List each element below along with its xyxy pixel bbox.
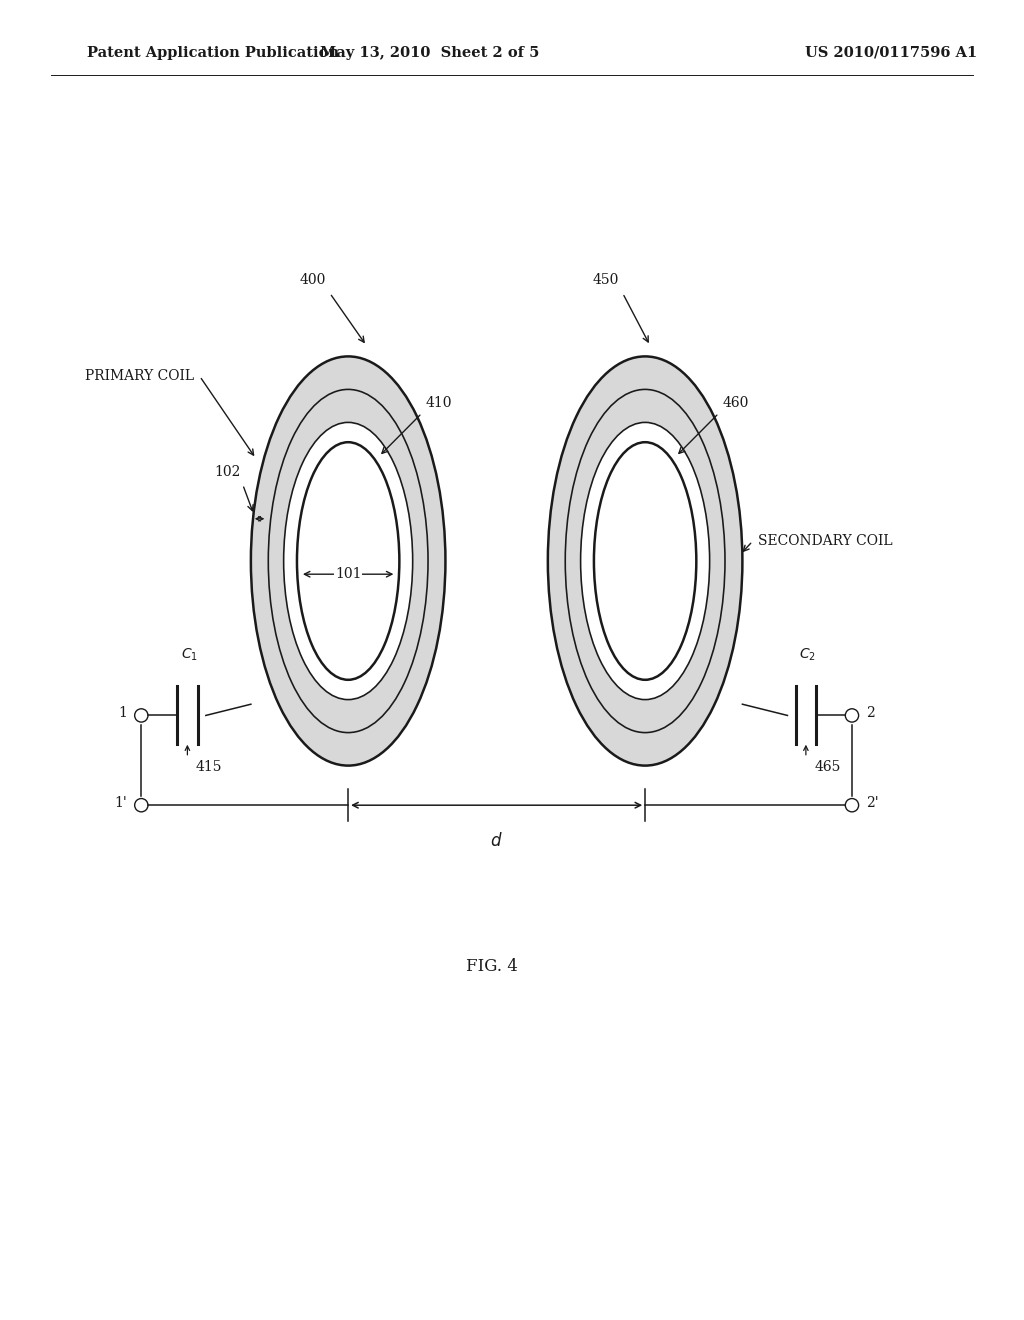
Text: 2: 2 <box>866 706 876 719</box>
Text: PRIMARY COIL: PRIMARY COIL <box>85 370 195 383</box>
Text: 415: 415 <box>196 760 222 775</box>
Text: 1': 1' <box>115 796 127 809</box>
Text: May 13, 2010  Sheet 2 of 5: May 13, 2010 Sheet 2 of 5 <box>321 46 540 59</box>
Text: 102: 102 <box>214 465 241 479</box>
Text: 410: 410 <box>426 396 453 409</box>
Text: Patent Application Publication: Patent Application Publication <box>87 46 339 59</box>
Text: 2': 2' <box>866 796 879 809</box>
Text: 101: 101 <box>335 568 361 581</box>
Text: 400: 400 <box>299 273 326 286</box>
Text: 465: 465 <box>814 760 841 775</box>
Text: $C_1$: $C_1$ <box>181 647 198 663</box>
Ellipse shape <box>548 356 742 766</box>
Ellipse shape <box>251 356 445 766</box>
Ellipse shape <box>581 422 710 700</box>
Text: 460: 460 <box>723 396 750 409</box>
Text: FIG. 4: FIG. 4 <box>466 958 517 974</box>
Ellipse shape <box>594 442 696 680</box>
Text: $C_2$: $C_2$ <box>800 647 816 663</box>
Ellipse shape <box>284 422 413 700</box>
Text: US 2010/0117596 A1: US 2010/0117596 A1 <box>805 46 977 59</box>
Text: 450: 450 <box>593 273 620 286</box>
Text: 1: 1 <box>118 706 127 719</box>
Ellipse shape <box>297 442 399 680</box>
Text: $d$: $d$ <box>490 832 503 850</box>
Text: SECONDARY COIL: SECONDARY COIL <box>758 535 892 548</box>
